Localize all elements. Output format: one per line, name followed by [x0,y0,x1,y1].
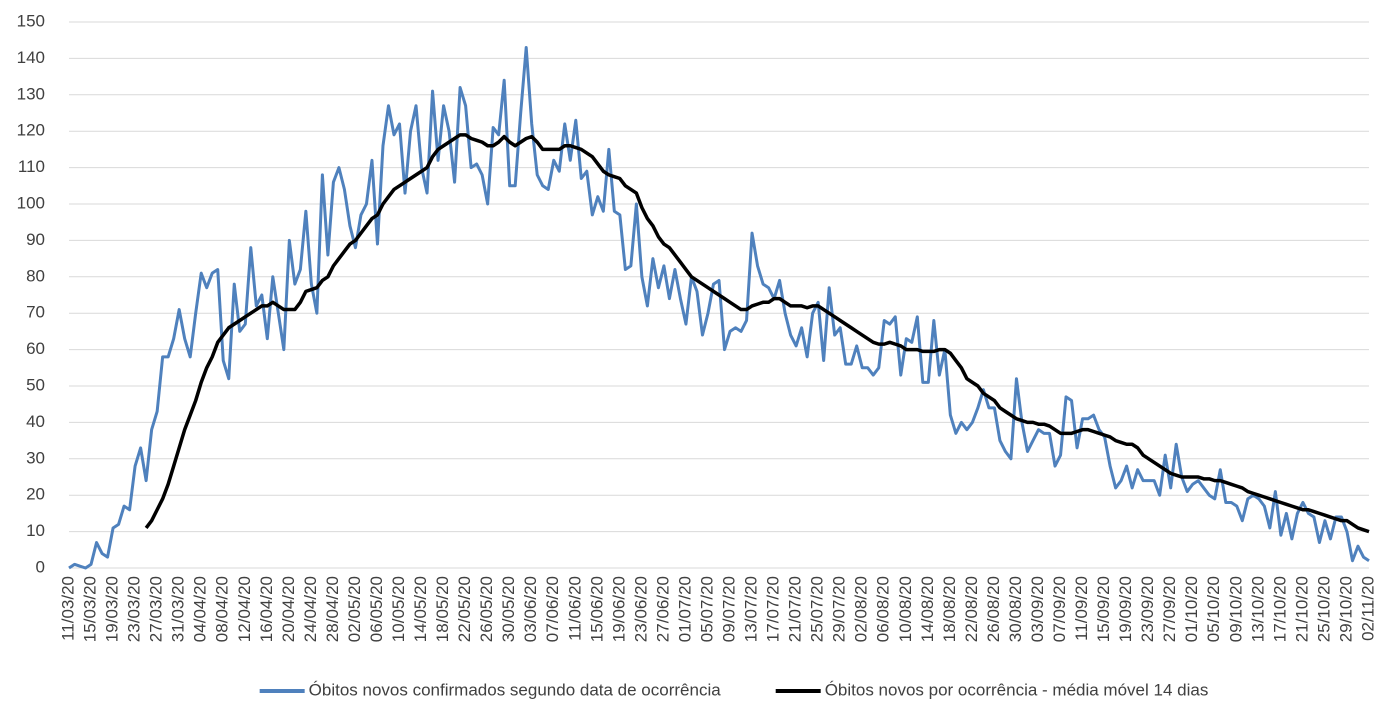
x-tick-label: 30/08/20 [1006,576,1025,642]
x-tick-label: 16/04/20 [257,576,276,642]
y-tick-label: 150 [17,11,45,30]
x-tick-label: 18/05/20 [433,576,452,642]
x-tick-label: 27/03/20 [147,576,166,642]
x-tick-label: 21/10/20 [1292,576,1311,642]
x-tick-label: 21/07/20 [786,576,805,642]
x-tick-label: 23/09/20 [1138,576,1157,642]
x-tick-label: 29/10/20 [1336,576,1355,642]
x-tick-label: 02/05/20 [345,576,364,642]
y-tick-label: 20 [26,485,45,504]
x-tick-label: 24/04/20 [301,576,320,642]
x-tick-label: 01/10/20 [1182,576,1201,642]
y-tick-label: 0 [36,557,45,576]
y-tick-label: 90 [26,230,45,249]
x-tick-label: 03/09/20 [1028,576,1047,642]
x-tick-label: 13/07/20 [742,576,761,642]
x-tick-label: 25/07/20 [808,576,827,642]
x-tick-label: 05/10/20 [1204,576,1223,642]
x-tick-label: 19/06/20 [609,576,628,642]
x-tick-label: 07/09/20 [1050,576,1069,642]
x-tick-label: 11/09/20 [1072,576,1091,641]
x-tick-label: 02/08/20 [852,576,871,642]
y-tick-label: 10 [26,521,45,540]
x-tick-label: 10/05/20 [389,576,408,642]
x-tick-label: 12/04/20 [235,576,254,642]
legend-label: Óbitos novos confirmados segundo data de… [309,680,722,699]
x-tick-label: 27/06/20 [653,576,672,642]
x-tick-label: 09/10/20 [1226,576,1245,642]
x-tick-label: 30/05/20 [499,576,518,642]
y-tick-label: 120 [17,121,45,140]
x-tick-label: 29/07/20 [830,576,849,642]
x-tick-label: 05/07/20 [697,576,716,642]
x-tick-label: 15/03/20 [81,576,100,642]
y-tick-label: 80 [26,266,45,285]
x-tick-label: 06/05/20 [367,576,386,642]
x-tick-label: 11/06/20 [565,576,584,641]
x-tick-label: 31/03/20 [169,576,188,642]
y-tick-label: 40 [26,412,45,431]
x-tick-label: 02/11/20 [1358,576,1376,641]
y-tick-label: 130 [17,84,45,103]
series-line [144,133,1370,534]
x-tick-label: 22/05/20 [455,576,474,642]
x-tick-label: 23/06/20 [631,576,650,642]
x-tick-label: 07/06/20 [543,576,562,642]
y-tick-label: 110 [18,157,45,176]
x-tick-label: 20/04/20 [279,576,298,642]
x-tick-label: 22/08/20 [962,576,981,642]
y-tick-label: 30 [26,448,45,467]
x-tick-label: 06/08/20 [874,576,893,642]
y-tick-label: 60 [26,339,45,358]
x-tick-label: 18/08/20 [940,576,959,642]
x-tick-label: 14/08/20 [918,576,937,642]
x-tick-label: 04/04/20 [191,576,210,642]
x-tick-label: 13/10/20 [1248,576,1267,642]
y-tick-label: 50 [26,375,45,394]
x-tick-label: 26/05/20 [477,576,496,642]
x-tick-label: 03/06/20 [521,576,540,642]
x-tick-label: 15/06/20 [587,576,606,642]
x-tick-label: 28/04/20 [323,576,342,642]
x-tick-label: 19/03/20 [103,576,122,642]
x-tick-label: 23/03/20 [125,576,144,642]
y-tick-label: 70 [26,303,45,322]
x-tick-label: 25/10/20 [1314,576,1333,642]
x-tick-label: 10/08/20 [896,576,915,642]
x-tick-label: 09/07/20 [720,576,739,642]
x-tick-label: 14/05/20 [411,576,430,642]
x-tick-label: 01/07/20 [675,576,694,642]
x-tick-label: 19/09/20 [1116,576,1135,642]
y-tick-label: 140 [17,48,45,67]
legend-label: Óbitos novos por ocorrência - média móve… [825,680,1209,699]
x-tick-label: 27/09/20 [1160,576,1179,642]
x-tick-label: 26/08/20 [984,576,1003,642]
x-tick-label: 08/04/20 [213,576,232,642]
x-tick-label: 17/07/20 [764,576,783,642]
series-line [68,45,1370,570]
x-tick-label: 15/09/20 [1094,576,1113,642]
x-tick-label: 17/10/20 [1270,576,1289,642]
y-tick-label: 100 [17,193,45,212]
x-tick-label: 11/03/20 [58,576,77,641]
